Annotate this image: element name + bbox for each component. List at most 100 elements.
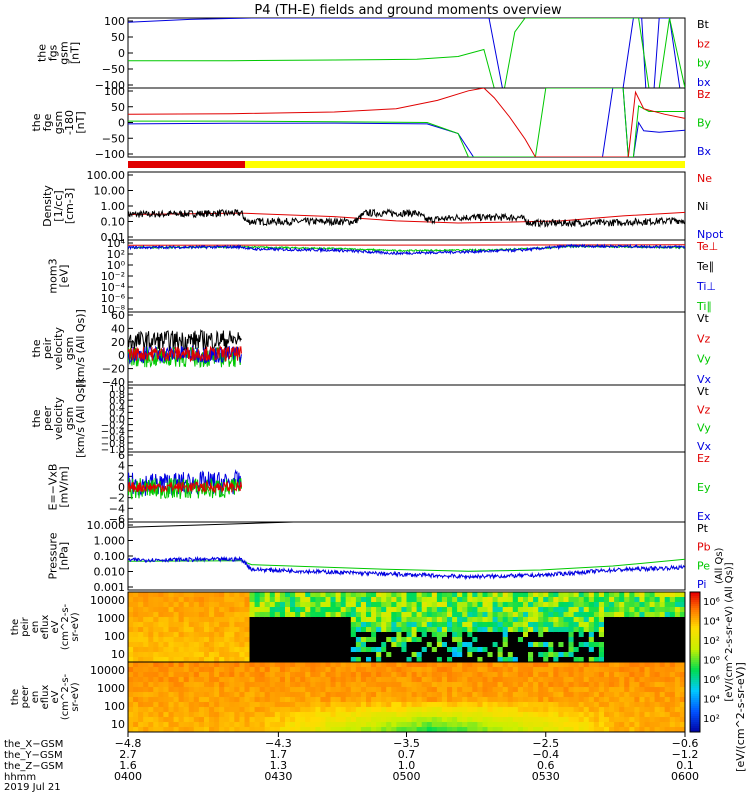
spectrogram-cell bbox=[345, 647, 352, 653]
spectrogram-cell bbox=[340, 717, 347, 723]
spectrogram-cell bbox=[315, 657, 321, 663]
spectrogram-cell bbox=[229, 672, 235, 678]
spectrogram-cell bbox=[634, 632, 640, 638]
spectrogram-cell bbox=[234, 602, 240, 608]
spectrogram-cell bbox=[507, 607, 514, 613]
spectrogram-cell bbox=[193, 662, 200, 668]
colorbar-tick: 10⁴ bbox=[703, 617, 720, 628]
spectrogram-cell bbox=[198, 637, 205, 643]
spectrogram-cell bbox=[593, 722, 600, 728]
spectrogram-cell bbox=[209, 592, 215, 598]
spectrogram-cell bbox=[133, 707, 139, 713]
spectrogram-cell bbox=[219, 692, 225, 698]
spectrogram-cell bbox=[548, 687, 554, 693]
spectrogram-cell bbox=[441, 692, 448, 698]
spectrogram-cell bbox=[264, 622, 271, 628]
spectrogram-cell bbox=[153, 632, 159, 638]
spectrogram-cell bbox=[401, 672, 407, 678]
spectrogram-cell bbox=[654, 722, 661, 728]
spectrogram-cell bbox=[366, 617, 372, 623]
spectrogram-cell bbox=[664, 632, 671, 638]
spectrogram-cell bbox=[558, 592, 564, 598]
spectrogram-cell bbox=[158, 697, 164, 703]
legend-Pe: Pe bbox=[697, 559, 710, 572]
spectrogram-cell bbox=[583, 607, 590, 613]
x-tick-label: 0.1 bbox=[676, 759, 694, 772]
spectrogram-cell bbox=[173, 612, 180, 618]
spectrogram-cell bbox=[300, 597, 306, 603]
spectrogram-cell bbox=[295, 642, 301, 648]
spectrogram-cell bbox=[183, 667, 190, 673]
spectrogram-cell bbox=[234, 627, 240, 633]
spectrogram-cell bbox=[163, 637, 169, 643]
spectrogram-cell bbox=[325, 592, 332, 598]
spectrogram-cell bbox=[183, 672, 190, 678]
spectrogram-cell bbox=[269, 687, 276, 693]
spectrogram-cell bbox=[447, 612, 453, 618]
y-tick-label: −40 bbox=[102, 376, 125, 389]
spectrogram-cell bbox=[598, 682, 605, 688]
spectrogram-cell bbox=[249, 627, 256, 633]
spectrogram-cell bbox=[507, 672, 514, 678]
spectrogram-cell bbox=[310, 642, 316, 648]
spectrogram-cell bbox=[538, 697, 544, 703]
spectrogram-cell bbox=[274, 647, 281, 653]
spectrogram-cell bbox=[193, 647, 200, 653]
spectrogram-cell bbox=[426, 692, 433, 698]
spectrogram-cell bbox=[573, 647, 580, 653]
spectrogram-cell bbox=[386, 702, 392, 708]
spectrogram-cell bbox=[411, 707, 418, 713]
spectrogram-cell bbox=[325, 722, 332, 728]
spectrogram-cell bbox=[573, 672, 580, 678]
colorbar-frame bbox=[689, 591, 701, 733]
spectrogram-cell bbox=[366, 717, 372, 723]
spectrogram-cell bbox=[609, 662, 615, 668]
spectrogram-cell bbox=[360, 722, 367, 728]
spectrogram-cell bbox=[543, 702, 549, 708]
spectrogram-cell bbox=[441, 722, 448, 728]
spectrogram-cell bbox=[153, 682, 159, 688]
spectrogram-cell bbox=[279, 642, 286, 648]
spectrogram-cell bbox=[538, 702, 544, 708]
spectrogram-cell bbox=[279, 672, 286, 678]
spectrogram-cell bbox=[168, 662, 175, 668]
spectrogram-cell bbox=[340, 642, 347, 648]
spectrogram-cell bbox=[224, 672, 230, 678]
spectrogram-cell bbox=[143, 717, 149, 723]
spectrogram-cell bbox=[168, 632, 175, 638]
spectrogram-cell bbox=[487, 722, 494, 728]
spectrogram-cell bbox=[477, 697, 483, 703]
spectrogram-cell bbox=[507, 597, 514, 603]
y-axis-label: thepeerenefluxeV(cm^2-s-sr-eV) bbox=[10, 673, 81, 720]
spectrogram-cell bbox=[224, 607, 230, 613]
spectrogram-cell bbox=[624, 612, 630, 618]
spectrogram-cell bbox=[396, 657, 402, 663]
spectrogram-cell bbox=[609, 647, 615, 653]
spectrogram-cell bbox=[148, 692, 154, 698]
spectrogram-cell bbox=[350, 697, 357, 703]
spectrogram-cell bbox=[548, 682, 554, 688]
spectrogram-cell bbox=[609, 682, 615, 688]
spectrogram-cell bbox=[588, 597, 595, 603]
spectrogram-cell bbox=[477, 622, 483, 628]
spectrogram-cell bbox=[563, 652, 570, 658]
spectrogram-cell bbox=[229, 642, 235, 648]
legend-Vz: Vz bbox=[697, 332, 711, 345]
spectrogram-cell bbox=[664, 612, 671, 618]
spectrogram-cell bbox=[366, 622, 372, 628]
spectrogram-cell bbox=[426, 632, 433, 638]
spectrogram-cell bbox=[654, 652, 661, 658]
spectrogram-cell bbox=[229, 707, 235, 713]
spectrogram-cell bbox=[224, 682, 230, 688]
colorbar-swatch bbox=[690, 712, 700, 715]
spectrogram-cell bbox=[517, 612, 524, 618]
y-tick-label: 60 bbox=[111, 309, 125, 322]
spectrogram-cell bbox=[396, 612, 402, 618]
spectrogram-cell bbox=[543, 607, 549, 613]
spectrogram-cell bbox=[315, 632, 321, 638]
spectrogram-cell bbox=[133, 702, 139, 708]
spectrogram-cell bbox=[512, 667, 519, 673]
spectrogram-cell bbox=[138, 597, 144, 603]
spectrogram-cell bbox=[335, 607, 342, 613]
spectrogram-cell bbox=[330, 687, 337, 693]
